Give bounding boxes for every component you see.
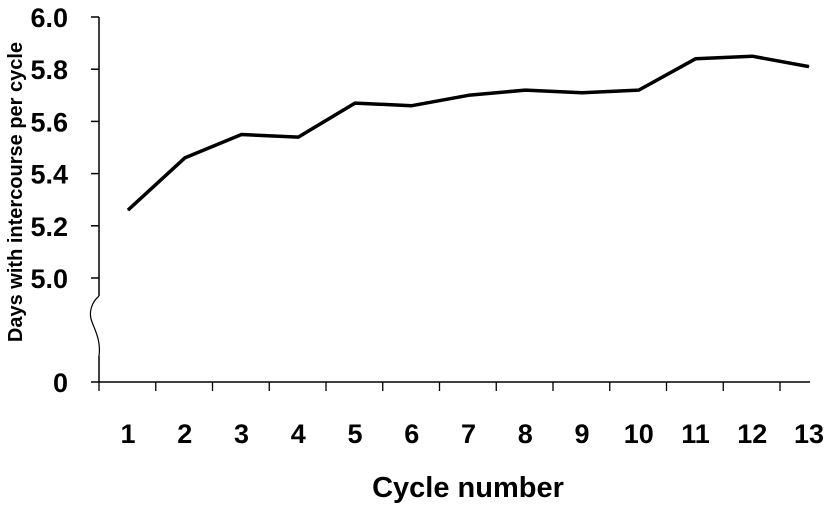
x-tick-label: 8	[518, 419, 533, 449]
y-tick-label: 5.6	[30, 107, 68, 137]
x-tick-label: 1	[120, 419, 135, 449]
x-tick-label: 4	[291, 419, 306, 449]
x-ticks: 1 2 3 4 5 6 7 8 9 10 11 12 13	[98, 382, 824, 449]
axes	[89, 17, 810, 383]
y-axis-title: Days with intercourse per cycle	[5, 42, 27, 342]
data-point	[468, 94, 469, 96]
x-tick-label: 9	[574, 419, 589, 449]
data-point	[751, 55, 753, 57]
y-tick-label: 5.8	[30, 55, 68, 85]
x-tick-label: 5	[347, 419, 362, 449]
data-point	[695, 58, 696, 60]
y-tick-label: 5.0	[30, 264, 68, 294]
data-point	[184, 157, 186, 159]
x-tick-label: 3	[234, 419, 249, 449]
data-point	[581, 92, 583, 94]
x-tick-label: 13	[794, 419, 824, 449]
data-point	[638, 89, 640, 91]
data-point	[297, 136, 299, 138]
x-tick-label: 11	[681, 419, 710, 449]
series-layer	[126, 54, 810, 212]
x-tick-label: 10	[624, 419, 654, 449]
data-point	[524, 89, 526, 91]
data-point	[241, 133, 242, 135]
x-tick-label: 6	[404, 419, 419, 449]
y-tick-label: 5.4	[30, 160, 68, 190]
x-axis-title: Cycle number	[372, 472, 564, 504]
y-ticks: 6.0 5.8 5.6 5.4 5.2 5.0	[30, 3, 99, 294]
x-tick-label: 2	[177, 419, 192, 449]
series-line	[126, 54, 810, 212]
data-point	[808, 66, 810, 68]
data-point	[411, 105, 413, 107]
y-zero-label: 0	[53, 368, 68, 398]
x-tick-label: 12	[737, 419, 767, 449]
data-point	[354, 102, 356, 104]
y-axis-break-mark	[89, 295, 101, 357]
x-tick-label: 7	[461, 419, 476, 449]
data-point	[127, 209, 129, 211]
y-tick-label: 6.0	[30, 3, 68, 33]
y-tick-label: 5.2	[30, 212, 68, 242]
